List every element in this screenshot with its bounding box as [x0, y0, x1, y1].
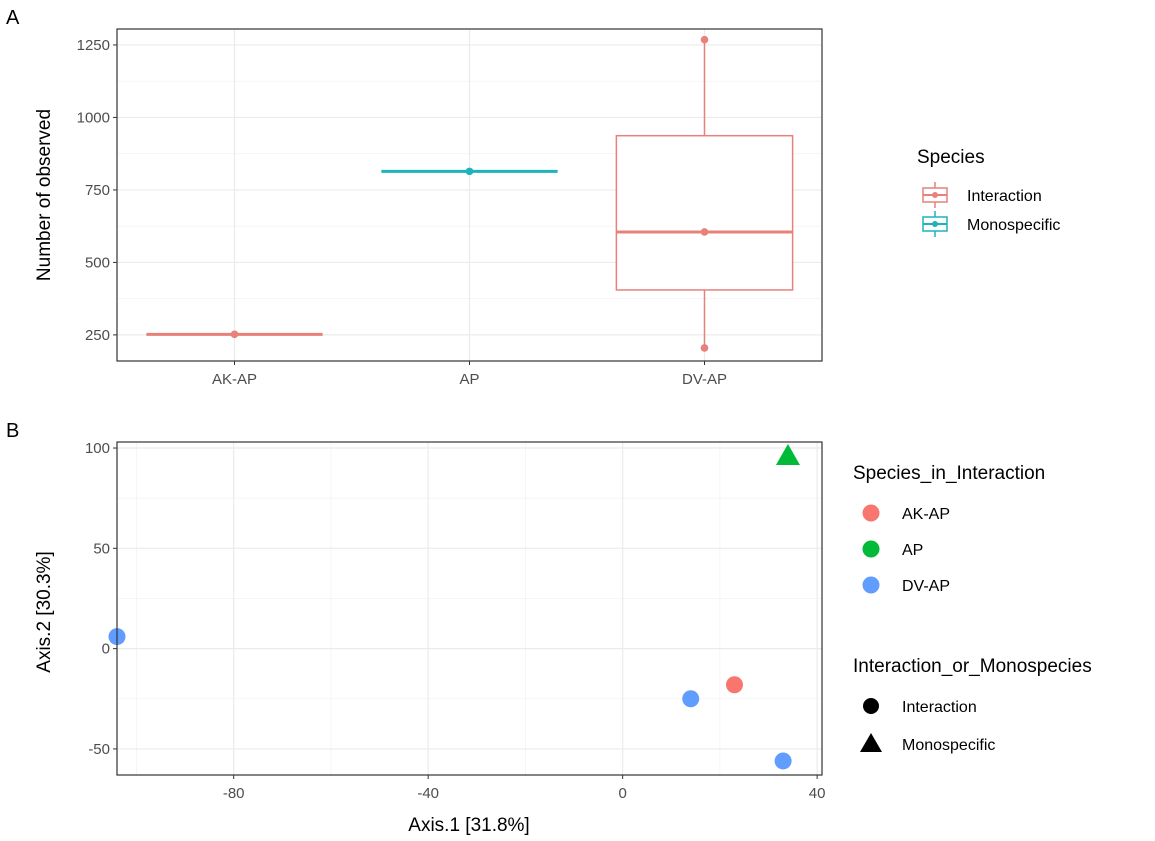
x-tick-label: 40: [809, 785, 826, 802]
legend-key-ap: AP: [862, 540, 923, 559]
legend-key-dv-ap: DV-AP: [862, 576, 950, 595]
panel-b-frame: [116, 441, 823, 776]
y-tick-label: 50: [93, 540, 110, 557]
point-dv-ap: [682, 690, 700, 708]
legend-key-monospecific: Monospecific: [922, 211, 1060, 237]
data-point: [700, 228, 709, 236]
y-tick-label: -50: [88, 741, 110, 758]
legend-label: Monospecific: [967, 217, 1060, 234]
panel-b-y-ticks: -50 0 50 100: [85, 440, 117, 758]
x-tick-label: 0: [618, 785, 626, 802]
data-point: [700, 344, 709, 352]
x-tick-label: -40: [417, 785, 439, 802]
legend-key-interaction: Interaction: [922, 182, 1042, 208]
y-tick-label: 1000: [77, 109, 110, 126]
legend-label: AK-AP: [902, 506, 950, 523]
panel-a-x-ticks: AK-AP AP DV-AP: [212, 361, 727, 388]
x-tick-label: DV-AP: [682, 371, 727, 388]
legend-species: Interaction Monospecific: [922, 182, 1060, 237]
data-point: [700, 35, 709, 44]
legend-label: Monospecific: [902, 737, 995, 754]
legend-circle-icon: [863, 698, 879, 714]
legend-key-interaction: Interaction: [863, 698, 977, 716]
legend-key-ak-ap: AK-AP: [862, 504, 950, 523]
panel-a-y-ticks: 250 500 750 1000 1250: [77, 37, 117, 344]
box-ap: [381, 167, 558, 176]
panel-b-y-axis-title: Axis.2 [30.3%]: [34, 551, 55, 672]
y-tick-label: 1250: [77, 37, 110, 54]
panel-b-grid: [117, 442, 822, 775]
legend-label: AP: [902, 542, 923, 559]
box-ak-ap: [146, 330, 323, 339]
x-tick-label: AP: [459, 371, 479, 388]
legend-key-monospecific: Monospecific: [860, 733, 995, 754]
panel-a-y-axis-title: Number of observed: [34, 109, 55, 281]
point-ap-triangle: [775, 444, 800, 466]
legend-interaction-or-monospecies-title: Interaction_or_Monospecies: [853, 656, 1092, 677]
panel-b-letter: B: [6, 420, 19, 442]
legend-label: DV-AP: [902, 578, 950, 595]
point-ak-ap: [725, 676, 743, 694]
point-dv-ap: [774, 752, 792, 770]
y-tick-label: 250: [85, 327, 110, 344]
legend-color-dot: [862, 504, 880, 522]
y-tick-label: 100: [85, 440, 110, 457]
panel-b-x-axis-title: Axis.1 [31.8%]: [408, 815, 529, 836]
legend-label: Interaction: [902, 699, 977, 716]
y-tick-label: 0: [102, 641, 110, 658]
data-point: [465, 167, 474, 176]
x-tick-label: -80: [223, 785, 245, 802]
legend-species-in-interaction: AK-AP AP DV-AP: [862, 504, 950, 595]
y-tick-label: 750: [85, 182, 110, 199]
data-point: [230, 330, 239, 339]
legend-point: [932, 221, 938, 227]
legend-color-dot: [862, 540, 880, 558]
panel-b-x-ticks: -80 -40 0 40: [223, 775, 826, 802]
panel-a-boxes: [146, 35, 794, 352]
panel-a-letter: A: [6, 7, 20, 29]
box-body: [615, 134, 794, 291]
legend-color-dot: [862, 576, 880, 594]
box-dv-ap: [615, 35, 794, 352]
x-tick-label: AK-AP: [212, 371, 257, 388]
panel-b-points: [108, 444, 800, 770]
y-tick-label: 500: [85, 254, 110, 271]
legend-point: [932, 192, 938, 198]
legend-species-title: Species: [917, 147, 985, 168]
legend-species-in-interaction-title: Species_in_Interaction: [853, 463, 1045, 484]
legend-triangle-icon: [860, 733, 882, 752]
legend-interaction-or-monospecies: Interaction Monospecific: [860, 698, 995, 754]
legend-label: Interaction: [967, 188, 1042, 205]
